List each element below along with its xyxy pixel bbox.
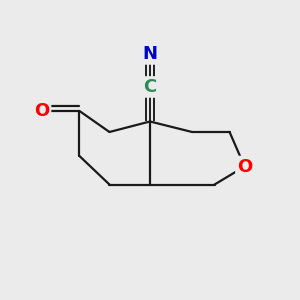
Text: O: O: [34, 102, 50, 120]
Text: C: C: [143, 78, 157, 96]
Text: O: O: [237, 158, 252, 175]
Text: N: N: [142, 45, 158, 63]
